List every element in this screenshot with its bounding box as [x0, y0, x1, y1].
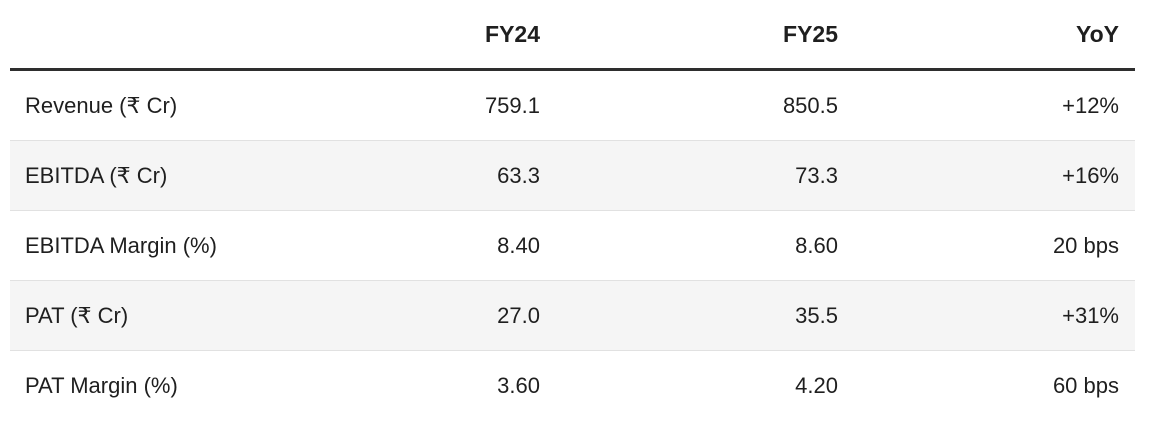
metrics-table: FY24 FY25 YoY Revenue (₹ Cr) 759.1 850.5…	[10, 0, 1135, 420]
row-label: PAT Margin (%)	[25, 372, 178, 398]
cell-fy24: 63.3	[497, 162, 540, 188]
cell-yoy: +31%	[1062, 302, 1119, 328]
cell-fy24: 759.1	[484, 92, 540, 118]
cell-fy25: 4.20	[795, 372, 838, 398]
cell-fy25: 73.3	[795, 162, 838, 188]
table-row-ebitda-margin: EBITDA Margin (%) 8.40 8.60 20 bps	[10, 210, 1135, 281]
financial-summary-page: FY24 FY25 YoY Revenue (₹ Cr) 759.1 850.5…	[10, 0, 1135, 420]
header-fy24: FY24	[260, 0, 556, 71]
header-yoy: YoY	[854, 0, 1135, 71]
cell-fy25: 850.5	[782, 92, 838, 118]
table-header: FY24 FY25 YoY	[10, 0, 1135, 71]
table-row-ebitda: EBITDA (₹ Cr) 63.3 73.3 +16%	[10, 140, 1135, 211]
cell-yoy: +12%	[1062, 92, 1119, 118]
cell-yoy: +16%	[1062, 162, 1119, 188]
table-body: Revenue (₹ Cr) 759.1 850.5 +12% EBITDA (…	[10, 70, 1135, 421]
cell-fy25: 8.60	[795, 232, 838, 258]
cell-fy24: 27.0	[497, 302, 540, 328]
cell-fy25: 35.5	[795, 302, 838, 328]
row-label: PAT (₹ Cr)	[25, 302, 129, 328]
cell-fy24: 8.40	[497, 232, 540, 258]
table-row-pat: PAT (₹ Cr) 27.0 35.5 +31%	[10, 280, 1135, 351]
header-fy25: FY25	[556, 0, 854, 71]
header-row: FY24 FY25 YoY	[10, 0, 1135, 71]
header-metric	[10, 0, 260, 71]
table-row-revenue: Revenue (₹ Cr) 759.1 850.5 +12%	[10, 70, 1135, 141]
cell-yoy: 60 bps	[1052, 372, 1119, 398]
cell-yoy: 20 bps	[1052, 232, 1119, 258]
table-row-pat-margin: PAT Margin (%) 3.60 4.20 60 bps	[10, 350, 1135, 421]
cell-fy24: 3.60	[497, 372, 540, 398]
row-label: Revenue (₹ Cr)	[25, 92, 178, 118]
row-label: EBITDA (₹ Cr)	[25, 162, 168, 188]
row-label: EBITDA Margin (%)	[25, 232, 217, 258]
